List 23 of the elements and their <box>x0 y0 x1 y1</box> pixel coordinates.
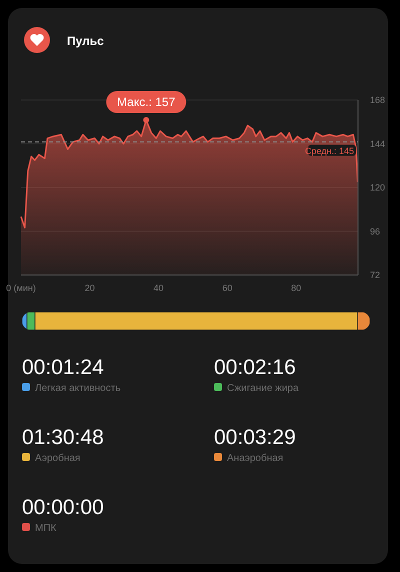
x-tick-label: 20 <box>84 283 95 293</box>
annotation: Макс.: 157 <box>117 95 176 110</box>
y-tick-label: 168 <box>370 95 386 105</box>
category-label: Анаэробная <box>227 453 284 464</box>
chart-title: Пульс <box>67 34 104 48</box>
ref-line-label: Средн.: 145 <box>304 146 354 156</box>
y-tick-label: 120 <box>370 182 386 192</box>
data-label: 00:00:00 <box>22 496 104 519</box>
data-label: 00:02:16 <box>214 356 296 379</box>
category-label: Сжигание жира <box>227 383 299 394</box>
x-tick-label: 80 <box>291 283 302 293</box>
x-tick-label: 60 <box>222 283 232 293</box>
category-label: Аэробная <box>35 453 80 464</box>
y-tick-label: 72 <box>370 270 380 280</box>
data-label: 00:03:29 <box>214 426 296 449</box>
y-tick-label: 96 <box>370 226 380 236</box>
data-label: 01:30:48 <box>22 426 104 449</box>
y-tick-label: 144 <box>370 138 386 149</box>
data-label: 00:01:24 <box>22 356 104 379</box>
x-tick-label: 40 <box>154 283 164 293</box>
category-label: Легкая активность <box>35 383 121 394</box>
category-label: МПК <box>35 523 57 534</box>
x-tick-label: 0 (мин) <box>6 283 36 293</box>
